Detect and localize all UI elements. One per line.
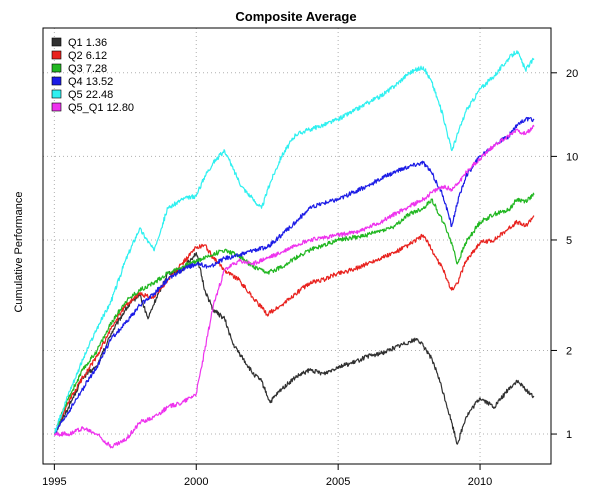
series-line-q5 xyxy=(54,50,535,435)
series-line-q3 xyxy=(53,192,535,435)
y-tick-label-5: 5 xyxy=(566,235,572,247)
x-tick-label-2000: 2000 xyxy=(184,476,208,488)
y-tick-label-2: 2 xyxy=(566,345,572,357)
legend-label-3: Q4 13.52 xyxy=(68,76,113,88)
legend-label-0: Q1 1.36 xyxy=(68,37,107,49)
legend-label-2: Q3 7.28 xyxy=(68,63,107,75)
legend-swatch-2 xyxy=(51,63,62,73)
series-lines xyxy=(53,50,535,449)
x-tick-label-1995: 1995 xyxy=(42,476,66,488)
x-tick-label-2005: 2005 xyxy=(326,476,350,488)
legend-label-1: Q2 6.12 xyxy=(68,50,107,62)
series-line-q2 xyxy=(53,215,535,435)
legend-swatch-5 xyxy=(51,102,62,112)
y-tick-label-10: 10 xyxy=(566,151,578,163)
y-axis: 1 2 5 10 20 xyxy=(551,68,578,441)
grid xyxy=(43,28,551,464)
y-axis-label: Cumulative Performance xyxy=(13,191,25,312)
legend-label-4: Q5 22.48 xyxy=(68,89,113,101)
series-line-q4 xyxy=(54,116,535,435)
chart-title: Composite Average xyxy=(235,9,356,24)
legend-swatch-0 xyxy=(51,37,62,47)
legend-swatch-4 xyxy=(51,89,62,99)
plot-frame xyxy=(42,27,552,465)
y-tick-label-1: 1 xyxy=(566,429,572,441)
series-line-q5_q1 xyxy=(53,124,535,449)
series-line-q1 xyxy=(53,252,535,445)
legend-swatch-3 xyxy=(51,76,62,86)
legend-label-5: Q5_Q1 12.80 xyxy=(68,102,134,114)
x-tick-label-2010: 2010 xyxy=(468,476,492,488)
y-tick-label-20: 20 xyxy=(566,68,578,80)
legend-swatch-1 xyxy=(51,50,62,60)
x-axis: 1995 2000 2005 2010 xyxy=(42,464,492,488)
